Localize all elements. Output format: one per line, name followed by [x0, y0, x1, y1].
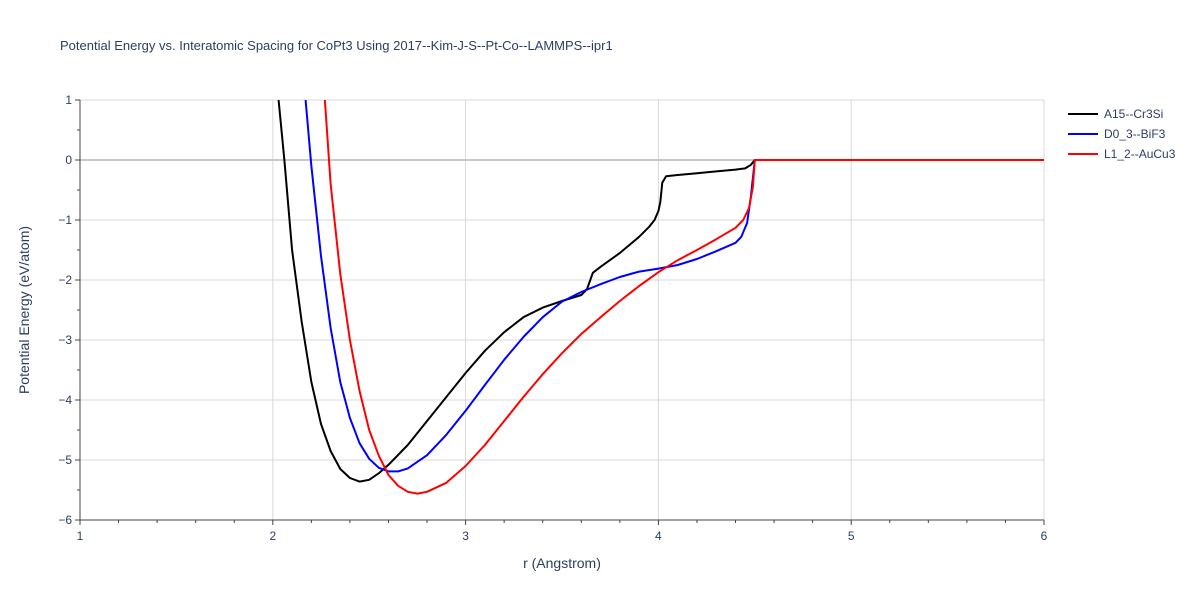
legend-item[interactable]: D0_3--BiF3	[1068, 127, 1166, 141]
legend[interactable]: A15--Cr3Si D0_3--BiF3 L1_2--AuCu3	[1068, 107, 1176, 161]
y-tick-label: −2	[58, 273, 72, 287]
y-tick-label: −4	[58, 393, 72, 407]
legend-label: A15--Cr3Si	[1104, 107, 1163, 121]
legend-item[interactable]: A15--Cr3Si	[1068, 107, 1163, 121]
y-tick-label: −5	[58, 453, 72, 467]
x-axis-label: r (Angstrom)	[523, 555, 601, 571]
series-line-L1_2--AuCu3	[323, 100, 1044, 495]
y-tick-label: 0	[65, 153, 72, 167]
x-tick-label: 5	[848, 529, 855, 543]
legend-label: L1_2--AuCu3	[1104, 147, 1176, 161]
x-tick-label: 4	[655, 529, 662, 543]
legend-item[interactable]: L1_2--AuCu3	[1068, 147, 1176, 161]
series-line-A15--Cr3Si	[277, 100, 1044, 483]
x-tick-label: 3	[462, 529, 469, 543]
axes	[75, 99, 1045, 525]
x-tick-label: 2	[269, 529, 276, 543]
legend-label: D0_3--BiF3	[1104, 127, 1166, 141]
x-tick-label: 1	[77, 529, 84, 543]
y-tick-label: −3	[58, 333, 72, 347]
series-layer	[277, 100, 1044, 495]
gridlines	[80, 99, 1045, 521]
x-tick-label: 6	[1041, 529, 1048, 543]
y-tick-label: −6	[58, 513, 72, 527]
chart-title: Potential Energy vs. Interatomic Spacing…	[60, 38, 613, 53]
y-axis-label: Potential Energy (eV/atom)	[16, 226, 32, 394]
y-tick-label: 1	[65, 93, 72, 107]
y-tick-label: −1	[58, 213, 72, 227]
series-line-D0_3--BiF3	[304, 100, 1044, 473]
tick-labels: 1 2 3 4 5 6 1 0 −1 −2 −3 −4 −5 −6	[58, 93, 1047, 543]
